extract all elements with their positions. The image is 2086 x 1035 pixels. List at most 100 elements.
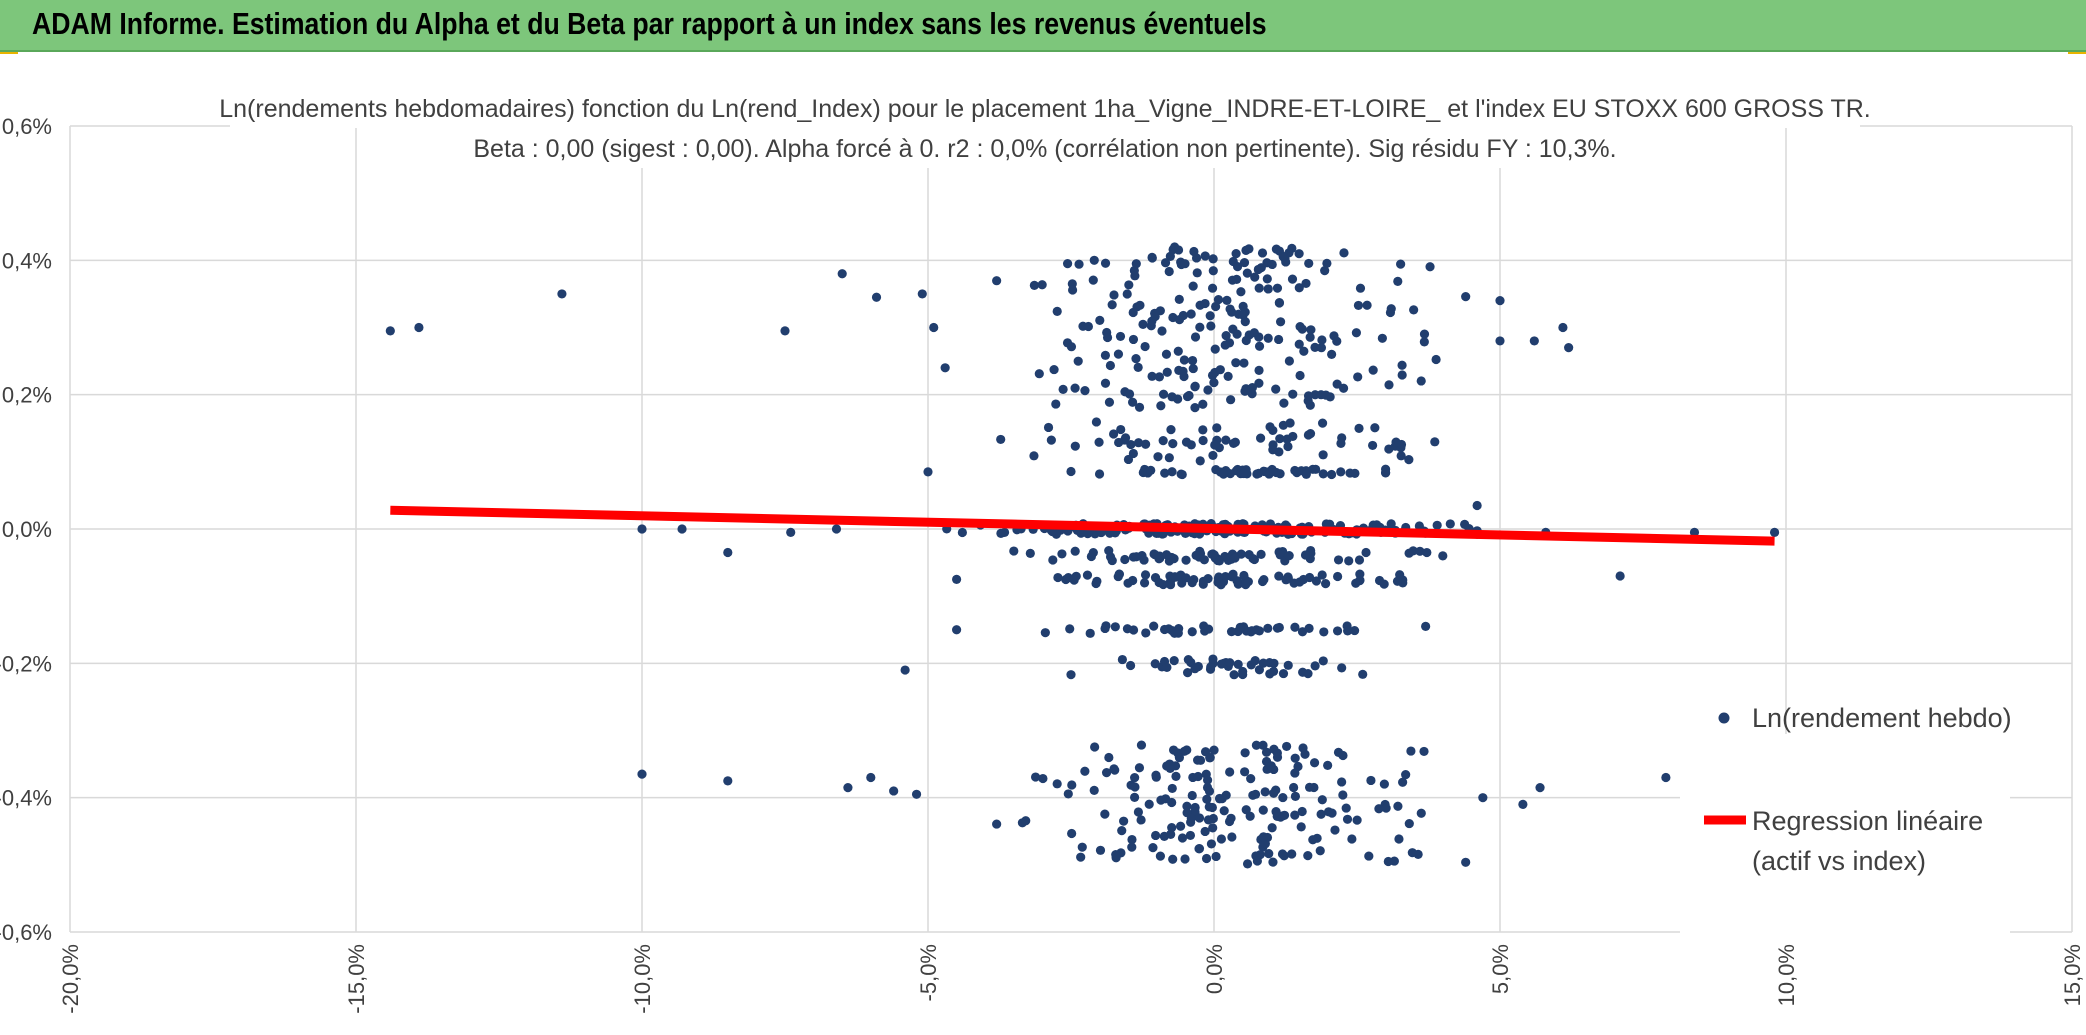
data-point [1133, 807, 1143, 817]
data-point [1218, 469, 1229, 479]
data-point [1301, 469, 1311, 479]
axes: 0,6% 0,4% 0,2% 0,0% -0,2% -0,4% -0,6%-20,0% -15… [0, 114, 2085, 1014]
data-point [1133, 362, 1143, 373]
data-point [1393, 276, 1403, 286]
data-point [1321, 579, 1331, 589]
y-tick-label: 0,6% [2, 114, 52, 139]
data-point [1308, 835, 1318, 845]
data-point [1207, 283, 1218, 293]
data-point [1416, 376, 1426, 386]
data-point [1140, 570, 1151, 580]
data-point [1173, 346, 1183, 356]
data-point [1190, 332, 1201, 342]
data-point [1274, 571, 1284, 581]
data-point [1204, 802, 1214, 812]
data-point [1162, 761, 1172, 771]
data-point [1374, 575, 1385, 586]
data-point [1226, 627, 1237, 637]
data-point [1208, 654, 1218, 664]
data-point [1304, 623, 1314, 634]
data-point [1318, 450, 1328, 460]
data-point [1115, 331, 1126, 342]
data-point [1040, 628, 1050, 638]
data-point [1495, 296, 1505, 306]
data-point [1089, 785, 1099, 796]
data-point [780, 326, 790, 336]
data-point [1226, 813, 1236, 823]
data-point [1294, 283, 1304, 293]
data-point [1094, 469, 1105, 479]
data-point [1164, 453, 1174, 463]
data-point [1282, 434, 1292, 444]
data-point [1287, 274, 1298, 284]
data-point [1271, 384, 1281, 394]
data-point [1167, 392, 1177, 402]
data-point [1053, 572, 1063, 583]
data-point [1215, 365, 1225, 375]
data-point [1134, 402, 1145, 412]
data-point [1253, 264, 1263, 275]
chart-subtitle: Beta : 0,00 (sigest : 0,00). Alpha forcé… [473, 135, 1616, 163]
data-point [1198, 435, 1208, 446]
data-point [952, 574, 962, 584]
data-point [1088, 548, 1098, 558]
data-point [1258, 658, 1268, 668]
data-point [1101, 621, 1111, 631]
data-point [1221, 435, 1231, 445]
data-point [1209, 377, 1219, 388]
data-point [1381, 468, 1391, 478]
data-point [1113, 349, 1124, 359]
data-point [1317, 795, 1327, 805]
data-point [1169, 554, 1179, 564]
data-point [1320, 265, 1330, 276]
data-point [1077, 842, 1087, 852]
data-point [1067, 828, 1077, 839]
data-point [1153, 452, 1163, 462]
data-point [1141, 628, 1151, 638]
data-point [1305, 400, 1315, 410]
data-point [1409, 305, 1419, 315]
data-point [1355, 283, 1366, 293]
data-point [1109, 290, 1119, 300]
data-point [1188, 363, 1198, 374]
data-point [637, 769, 647, 779]
data-point [1238, 301, 1248, 311]
data-point [1288, 389, 1298, 399]
data-point [1148, 842, 1158, 853]
data-point [1043, 422, 1054, 433]
data-point [1661, 772, 1671, 783]
data-point [1241, 805, 1251, 815]
data-point [1267, 823, 1277, 833]
data-point [1185, 830, 1196, 841]
data-point [1275, 469, 1285, 479]
data-point [1161, 349, 1172, 359]
data-point [1325, 519, 1335, 529]
data-point [1341, 803, 1351, 813]
data-point [1327, 349, 1337, 359]
data-point [1535, 782, 1545, 793]
data-point [1080, 766, 1090, 776]
data-point [1383, 856, 1393, 867]
data-point [1419, 337, 1429, 347]
data-point [1336, 467, 1346, 477]
x-tick-label: 15,0% [2060, 944, 2085, 1006]
data-point [1158, 436, 1168, 446]
data-point [1319, 627, 1329, 637]
data-point [1174, 753, 1184, 763]
data-point [1046, 435, 1056, 445]
data-point [1381, 803, 1391, 813]
data-point [1769, 527, 1780, 537]
data-point [1233, 659, 1243, 670]
chart-title: Ln(rendements hebdomadaires) fonction du… [219, 95, 1871, 123]
data-point [1122, 289, 1132, 299]
data-point [1278, 668, 1289, 679]
data-point [1337, 663, 1347, 673]
data-point [1317, 418, 1328, 428]
data-point [1117, 654, 1127, 665]
data-point [1415, 546, 1425, 556]
data-point [1205, 753, 1215, 763]
data-point [1126, 660, 1136, 671]
regression-layer [390, 505, 1775, 546]
data-point [1187, 627, 1197, 637]
data-point [1250, 789, 1261, 799]
